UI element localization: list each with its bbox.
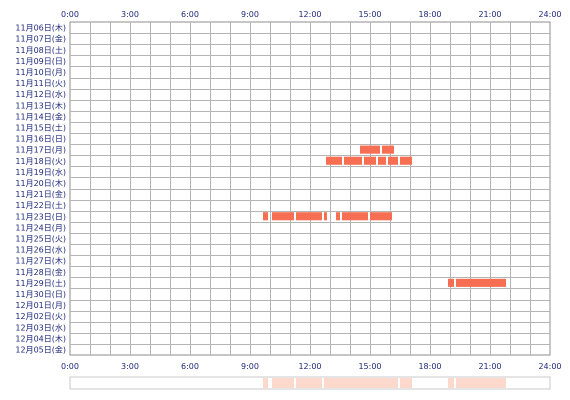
activity-bar (456, 278, 506, 287)
x-tick-label-bottom: 0:00 (61, 362, 79, 371)
row-label: 11月30日(日) (15, 290, 66, 299)
activity-bar (388, 156, 398, 165)
activity-bar (324, 212, 327, 221)
summary-segment (272, 378, 294, 388)
activity-bar (344, 156, 362, 165)
row-label: 11月27日(木) (15, 256, 66, 266)
activity-bar (336, 212, 340, 221)
x-tick-label-bottom: 24:00 (538, 362, 561, 371)
summary-segment (448, 378, 454, 388)
summary-segment (324, 378, 327, 388)
x-tick-label-top: 15:00 (358, 10, 381, 19)
x-tick-label-top: 0:00 (61, 10, 79, 19)
x-tick-label-top: 24:00 (538, 10, 561, 19)
x-tick-label-top: 9:00 (241, 10, 259, 19)
summary-segment (456, 378, 506, 388)
row-label: 12月03日(水) (15, 322, 66, 332)
row-label: 12月02日(火) (15, 312, 66, 321)
x-tick-label-top: 6:00 (181, 10, 199, 19)
activity-bar (263, 212, 268, 221)
summary-segment (263, 378, 268, 388)
bottom-time-axis: 0:00 3:00 6:00 9:00 12:00 15:00 18:00 21:00 24:0… (61, 362, 562, 371)
row-label: 11月19日(水) (15, 167, 66, 177)
activity-bar (448, 278, 454, 287)
row-labels: 11月06日(木)11月07日(金)11月08日(土) 11月09日(日) 11月1… (15, 23, 66, 355)
x-tick-label-bottom: 9:00 (241, 362, 259, 371)
row-label: 11月24日(月) (15, 223, 66, 232)
row-label: 11月28日(金) (15, 267, 66, 277)
activity-bar (360, 145, 380, 154)
row-label: 11月16日(日) (15, 135, 66, 144)
summary-segment (296, 378, 322, 388)
row-label: 11月23日(日) (15, 212, 66, 221)
x-tick-label-top: 3:00 (121, 10, 139, 19)
summary-segment (400, 378, 412, 388)
x-tick-label-bottom: 12:00 (298, 362, 321, 371)
row-label: 11月17日(月) (15, 146, 66, 155)
x-tick-label-top: 12:00 (298, 10, 321, 19)
x-tick-label-bottom: 21:00 (478, 362, 501, 371)
row-label: 11月18日(火) (15, 157, 66, 166)
summary-segment (342, 378, 368, 388)
activity-bar (400, 156, 412, 165)
summary-segment (326, 378, 342, 388)
row-label: 11月25日(火) (15, 234, 66, 243)
activity-bar (342, 212, 368, 221)
row-label: 11月10日(月) (15, 68, 66, 77)
row-label: 11月26日(水) (15, 245, 66, 255)
summary-segment (370, 378, 392, 388)
activity-bar (364, 156, 376, 165)
row-label: 11月09日(日) (15, 57, 66, 66)
row-label: 11月11日(火) (15, 79, 66, 88)
grid (69, 21, 551, 356)
activity-bar (296, 212, 322, 221)
activity-bar (378, 156, 386, 165)
row-label: 12月05日(金) (15, 344, 66, 354)
row-label: 11月06日(木) (15, 23, 66, 33)
x-tick-label-bottom: 18:00 (418, 362, 441, 371)
row-label: 11月15日(土) (15, 122, 66, 132)
row-label: 11月13日(木) (15, 100, 66, 110)
x-tick-label-bottom: 6:00 (181, 362, 199, 371)
activity-bar (326, 156, 342, 165)
x-tick-label-bottom: 3:00 (121, 362, 139, 371)
x-tick-label-top: 21:00 (478, 10, 501, 19)
row-label: 11月22日(土) (15, 200, 66, 210)
activity-bar (370, 212, 392, 221)
top-time-axis: 0:00 3:00 6:00 9:00 12:00 15:00 18:00 21:00 24:0… (61, 10, 562, 19)
activity-bars (263, 145, 506, 287)
summary-strip (69, 376, 551, 390)
row-label: 11月12日(水) (15, 89, 66, 99)
x-tick-label-top: 18:00 (418, 10, 441, 19)
row-label: 12月01日(月) (15, 301, 66, 310)
row-label: 11月08日(土) (15, 45, 66, 55)
summary-segment (388, 378, 398, 388)
row-label: 11月07日(金) (15, 34, 66, 44)
summary-segment (336, 378, 340, 388)
row-label: 12月04日(木) (15, 333, 66, 343)
row-label: 11月21日(金) (15, 189, 66, 199)
row-label: 11月29日(土) (15, 278, 66, 288)
activity-bar (272, 212, 294, 221)
x-tick-label-bottom: 15:00 (358, 362, 381, 371)
activity-bar (382, 145, 394, 154)
row-label: 11月14日(金) (15, 111, 66, 121)
row-label: 11月20日(木) (15, 178, 66, 188)
